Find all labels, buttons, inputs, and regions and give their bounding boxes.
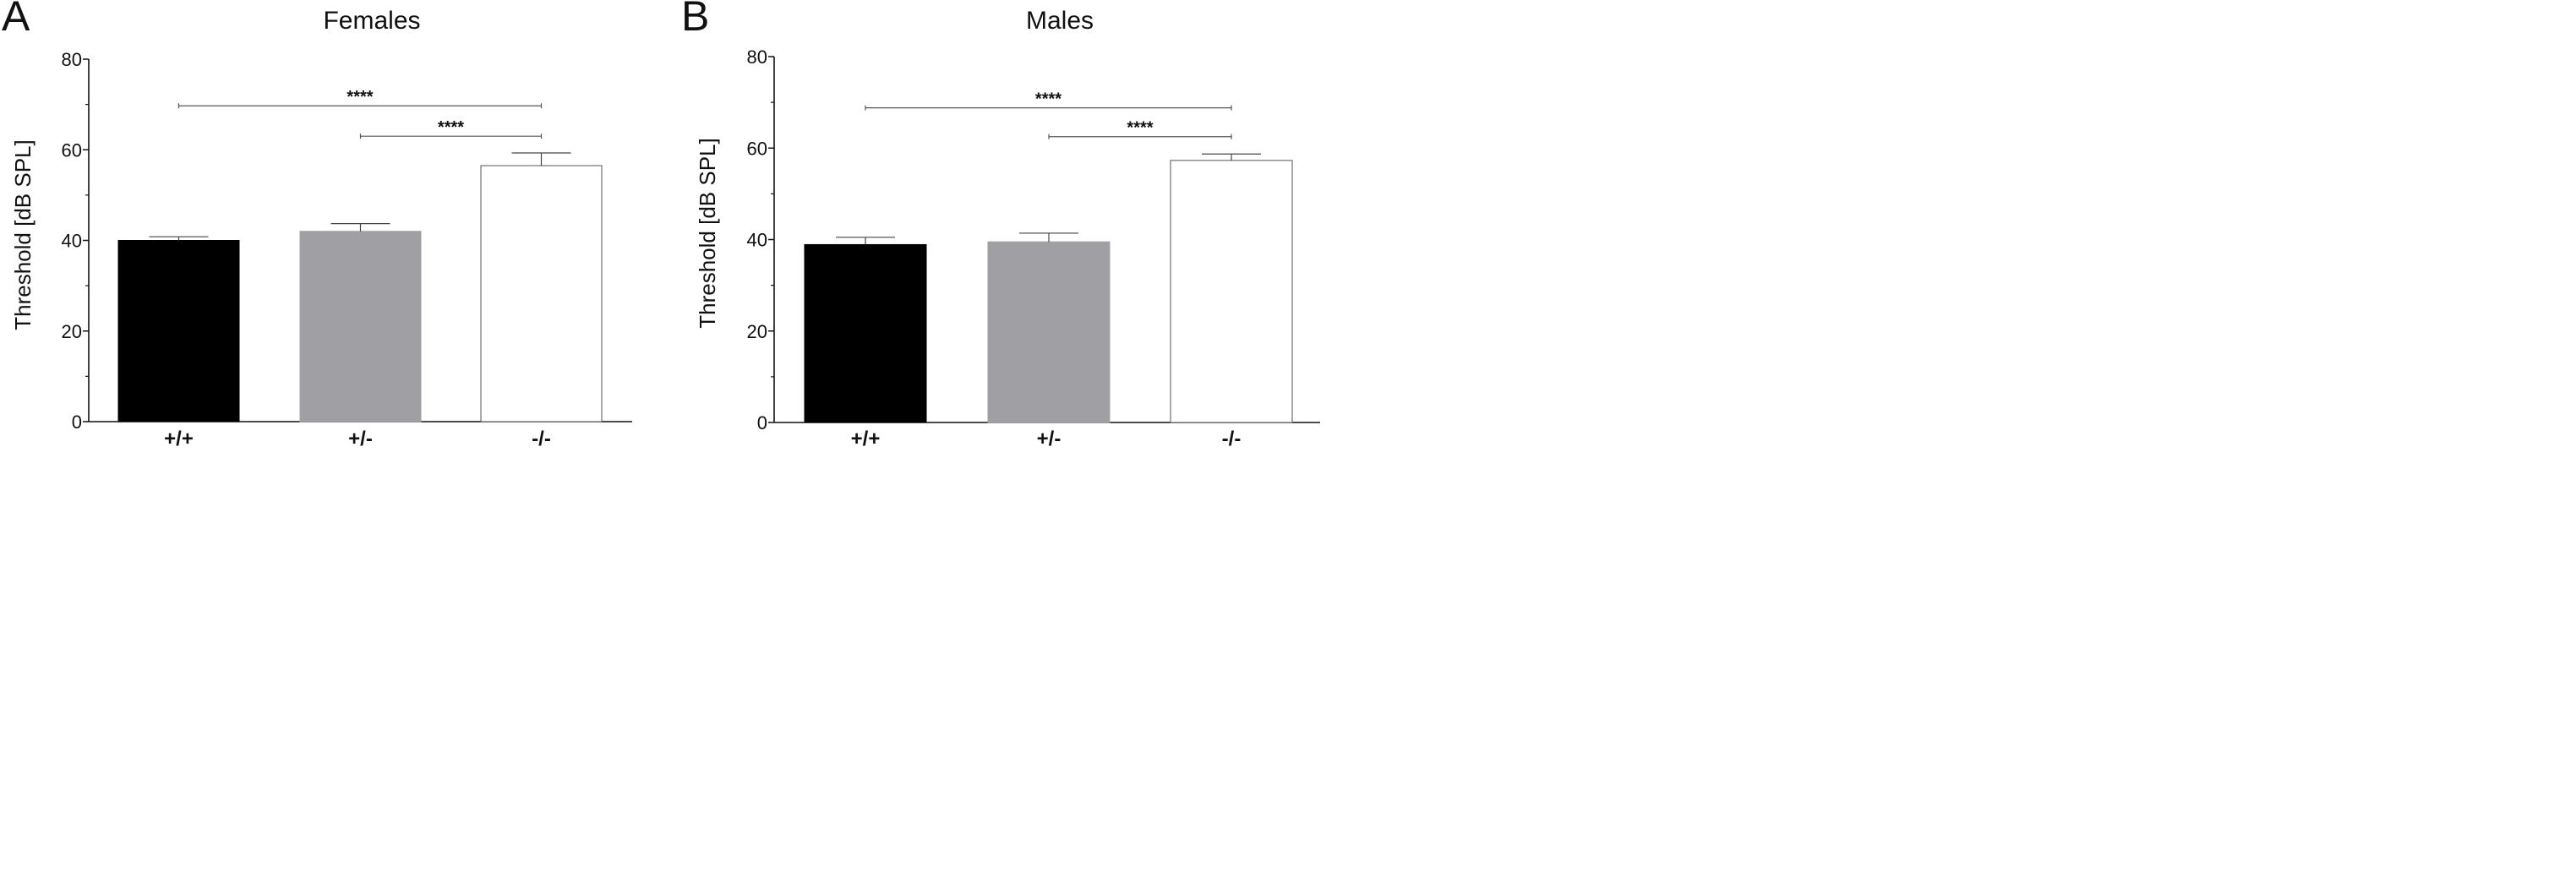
bar (480, 165, 603, 422)
bar (117, 240, 240, 422)
x-tick-label: +/- (1037, 428, 1062, 449)
x-tick-label: +/- (348, 428, 373, 449)
y-tick-label: 60 (62, 139, 82, 161)
y-tick-label: 60 (747, 138, 767, 159)
y-tick-label: 40 (62, 231, 82, 252)
significance-label: **** (438, 118, 464, 137)
chart-title-females: Females (323, 7, 420, 35)
panel-label-a: A (2, 0, 30, 40)
plot-area-a: 0 20 40 60 80 +/+ +/- -/- **** **** (62, 49, 632, 449)
y-tick-label: 80 (747, 46, 767, 68)
y-tick-label: 0 (757, 412, 767, 433)
plot-area-b: 0 20 40 60 80 +/+ +/- -/- **** **** (747, 46, 1320, 449)
bar (804, 243, 927, 423)
y-tick-label: 40 (747, 230, 767, 251)
chart-title-males: Males (1026, 7, 1094, 35)
x-tick-label: +/+ (164, 428, 194, 449)
y-tick-label: 80 (62, 49, 82, 70)
y-tick-label: 20 (62, 321, 82, 342)
bar (299, 231, 422, 422)
significance-label: **** (1127, 119, 1153, 138)
y-axis-label-a: Threshold [dB SPL] (10, 139, 35, 330)
x-tick-label: -/- (1222, 428, 1242, 449)
x-tick-label: +/+ (851, 428, 881, 449)
figure: A Females Threshold [dB SPL] B Males Thr… (2, 0, 1320, 449)
y-axis-label-b: Threshold [dB SPL] (695, 138, 720, 328)
y-tick-label: 20 (747, 321, 767, 342)
significance-label: **** (347, 88, 373, 106)
significance-label: **** (1035, 90, 1062, 109)
bar (987, 241, 1111, 423)
bar (1170, 160, 1293, 423)
x-tick-label: -/- (532, 428, 551, 449)
y-tick-label: 0 (72, 411, 82, 433)
panel-label-b: B (681, 0, 709, 40)
